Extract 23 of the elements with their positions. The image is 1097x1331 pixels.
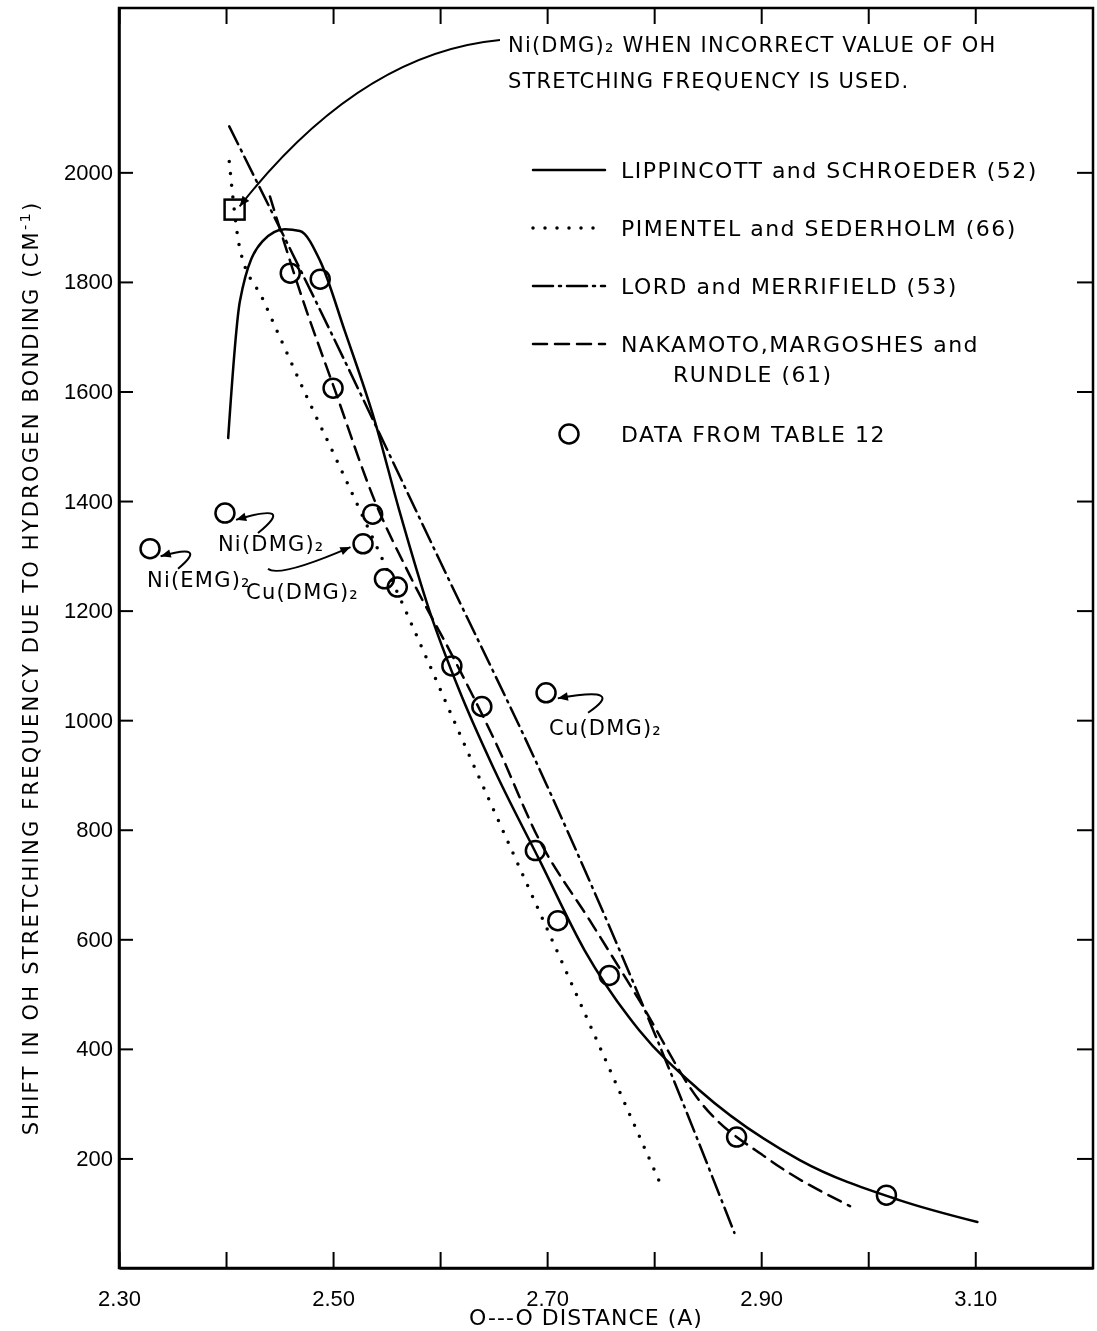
y-tick-label: 600 [76, 926, 113, 952]
y-tick-label: 2000 [64, 159, 113, 185]
annotation: Ni(DMG)₂ WHEN INCORRECT VALUE OF OH STRETCHING FREQUENCY IS USED. [508, 33, 997, 93]
y-tick-label: 1600 [64, 379, 113, 405]
legend-label: DATA FROM TABLE 12 [621, 422, 886, 447]
legend-label: LIPPINCOTT and SCHROEDER (52) [621, 158, 1038, 183]
x-axis-title: O---O DISTANCE (A) [469, 1305, 703, 1330]
legend-label: LORD and MERRIFIELD (53) [621, 274, 958, 299]
y-tick-label: 1000 [64, 707, 113, 733]
x-tick-label: 2.50 [312, 1285, 355, 1311]
y-tick-label: 800 [76, 817, 113, 843]
x-tick-label: 2.90 [740, 1285, 784, 1311]
annotation: Ni(DMG)₂ [217, 532, 325, 557]
x-tick-label: 2.30 [98, 1285, 141, 1311]
y-tick-label: 1200 [64, 598, 113, 624]
legend-label: PIMENTEL and SEDERHOLM (66) [621, 216, 1017, 241]
y-tick-label: 1800 [64, 269, 113, 295]
y-tick-label: 200 [76, 1145, 113, 1171]
annotation: Cu(DMG)₂ [549, 715, 663, 740]
legend-label: NAKAMOTO,MARGOSHES and RUNDLE (61) [621, 332, 980, 387]
x-tick-label: 3.10 [954, 1285, 998, 1311]
y-tick-label: 1400 [64, 488, 113, 514]
y-tick-label: 400 [76, 1036, 113, 1062]
